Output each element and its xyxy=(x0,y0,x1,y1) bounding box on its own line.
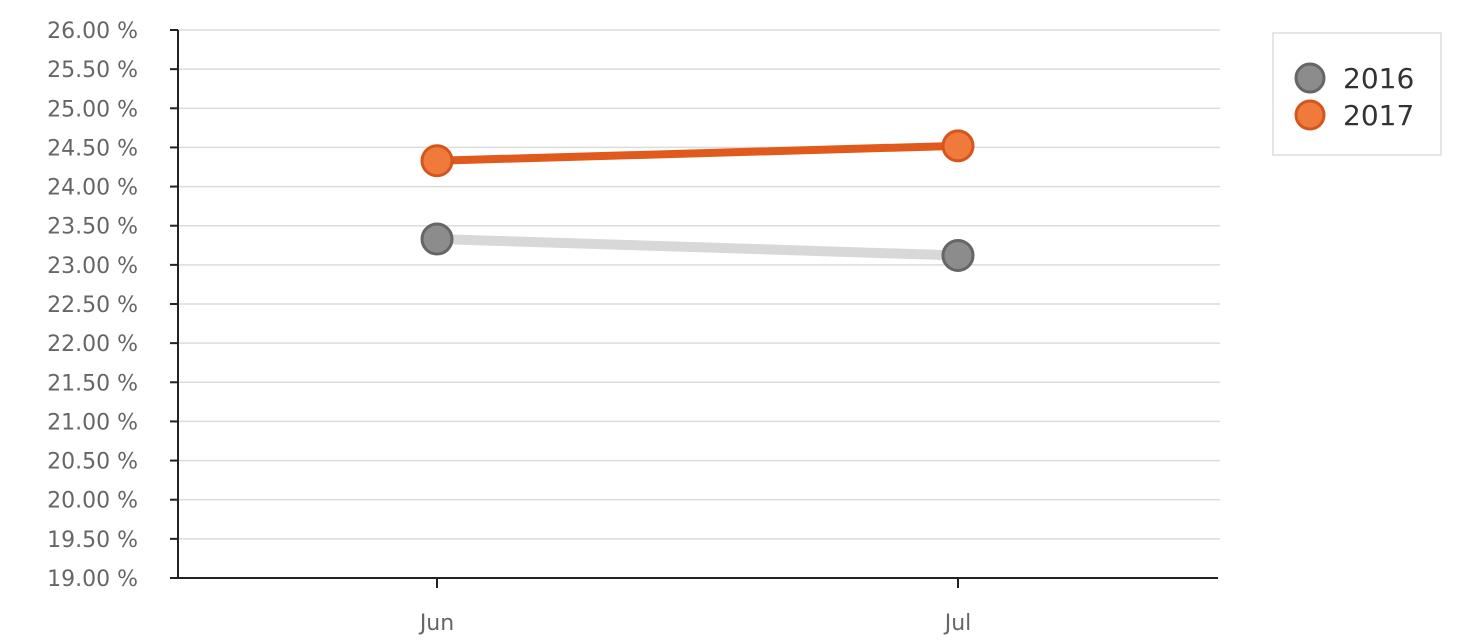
x-tick-label: Jun xyxy=(418,611,454,636)
y-tick-label: 19.50 % xyxy=(47,528,138,553)
series xyxy=(420,129,975,272)
y-tick-label: 25.50 % xyxy=(47,58,138,83)
y-tick-label: 22.00 % xyxy=(47,332,138,357)
y-tick-label: 23.50 % xyxy=(47,215,138,240)
data-point-2016[interactable] xyxy=(941,238,975,272)
y-tick-label: 20.00 % xyxy=(47,489,138,514)
x-tick-label: Jul xyxy=(943,611,972,636)
series-line-2017 xyxy=(433,141,962,165)
y-tick-label: 24.50 % xyxy=(47,136,138,161)
legend: 2016 2017 xyxy=(1272,32,1442,156)
data-point-2017[interactable] xyxy=(420,144,454,178)
y-tick-label: 26.00 % xyxy=(47,19,138,44)
gridlines xyxy=(178,29,1220,540)
y-tick-label: 19.00 % xyxy=(47,567,138,592)
legend-marker-2016 xyxy=(1294,62,1326,94)
y-tick-label: 23.00 % xyxy=(47,254,138,279)
y-tick-label: 25.00 % xyxy=(47,97,138,122)
y-tick-label: 20.50 % xyxy=(47,450,138,475)
y-tick-label: 24.00 % xyxy=(47,176,138,201)
data-point-2017[interactable] xyxy=(941,129,975,163)
data-point-2016[interactable] xyxy=(420,222,454,256)
x-tick-labels: Jun Jul xyxy=(418,578,971,636)
y-tick-label: 21.50 % xyxy=(47,371,138,396)
y-tick-labels: 19.00 % 19.50 % 20.00 % 20.50 % 21.00 % 21.50… xyxy=(47,19,178,592)
legend-label-2016[interactable]: 2016 xyxy=(1343,62,1414,95)
y-tick-label: 22.50 % xyxy=(47,293,138,318)
legend-label-2017[interactable]: 2017 xyxy=(1343,99,1414,132)
y-tick-label: 21.00 % xyxy=(47,410,138,435)
series-line-2016 xyxy=(432,234,963,261)
legend-box xyxy=(1272,32,1442,156)
legend-marker-2017 xyxy=(1294,99,1326,131)
